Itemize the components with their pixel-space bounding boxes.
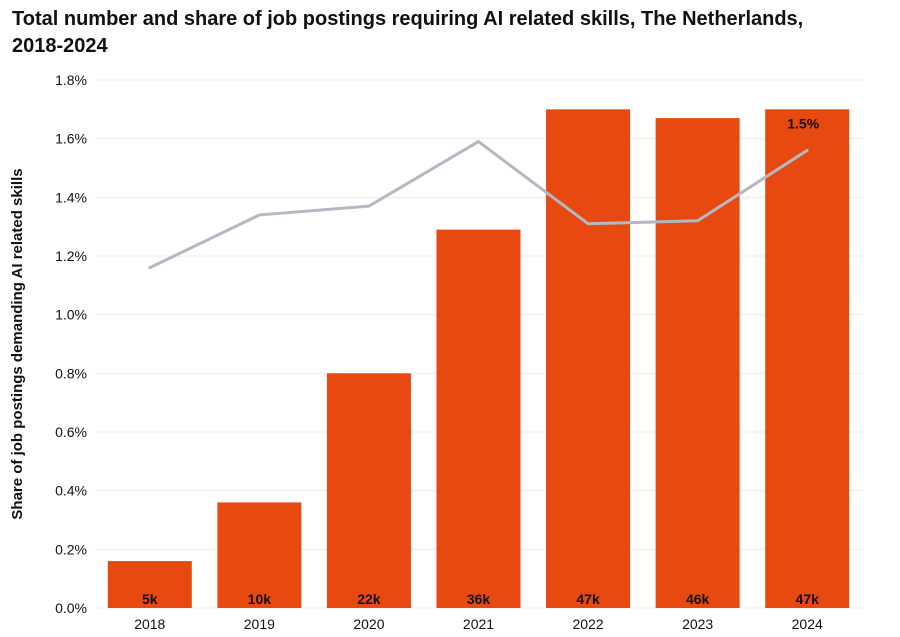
- bar-data-label: 47k: [576, 591, 600, 607]
- y-tick-label: 0.2%: [55, 541, 87, 557]
- y-axis-label: Share of job postings demanding AI relat…: [9, 168, 26, 519]
- bar-data-label: 10k: [248, 591, 272, 607]
- x-tick-label: 2019: [244, 616, 275, 632]
- x-tick-label: 2023: [682, 616, 713, 632]
- y-tick-label: 0.0%: [55, 600, 87, 616]
- bar-data-label: 46k: [686, 591, 710, 607]
- data-labels: 5k 10k 22k 36k 47k 46k 47k 1.5%: [142, 115, 820, 607]
- axes: 0.0% 0.2% 0.4% 0.6% 0.8% 1.0% 1.2% 1.4% 1.6% 1.8%…: [9, 72, 823, 632]
- bar-data-label: 5k: [142, 591, 158, 607]
- bar-data-label: 22k: [357, 591, 381, 607]
- x-tick-label: 2022: [572, 616, 603, 632]
- chart-title-line-2: 2018-2024: [12, 35, 108, 57]
- bar-2020: [326, 373, 411, 608]
- y-tick-label: 1.6%: [55, 131, 87, 147]
- line-series: [148, 140, 809, 270]
- x-tick-label: 2018: [134, 616, 165, 632]
- chart-title-line-1: Total number and share of job postings r…: [12, 8, 804, 30]
- line-end-label: 1.5%: [787, 115, 819, 131]
- bar-data-label: 47k: [796, 591, 820, 607]
- x-tick-label: 2024: [792, 616, 823, 632]
- bar-data-label: 36k: [467, 591, 491, 607]
- bar-2018: [107, 561, 192, 608]
- y-tick-label: 0.4%: [55, 483, 87, 499]
- bar-series: [107, 109, 850, 608]
- x-tick-label: 2021: [463, 616, 494, 632]
- bar-2024: [765, 109, 850, 608]
- bar-2019: [217, 502, 302, 608]
- bar-2022: [546, 109, 631, 608]
- y-tick-label: 1.8%: [55, 72, 87, 88]
- y-tick-label: 0.6%: [55, 424, 87, 440]
- x-tick-label: 2020: [353, 616, 384, 632]
- y-tick-label: 1.4%: [55, 189, 87, 205]
- bar-2021: [436, 229, 521, 608]
- chart-title: Total number and share of job postings r…: [12, 6, 892, 60]
- y-tick-label: 0.8%: [55, 365, 87, 381]
- bar-2023: [655, 118, 740, 608]
- y-tick-label: 1.2%: [55, 248, 87, 264]
- y-tick-label: 1.0%: [55, 307, 87, 323]
